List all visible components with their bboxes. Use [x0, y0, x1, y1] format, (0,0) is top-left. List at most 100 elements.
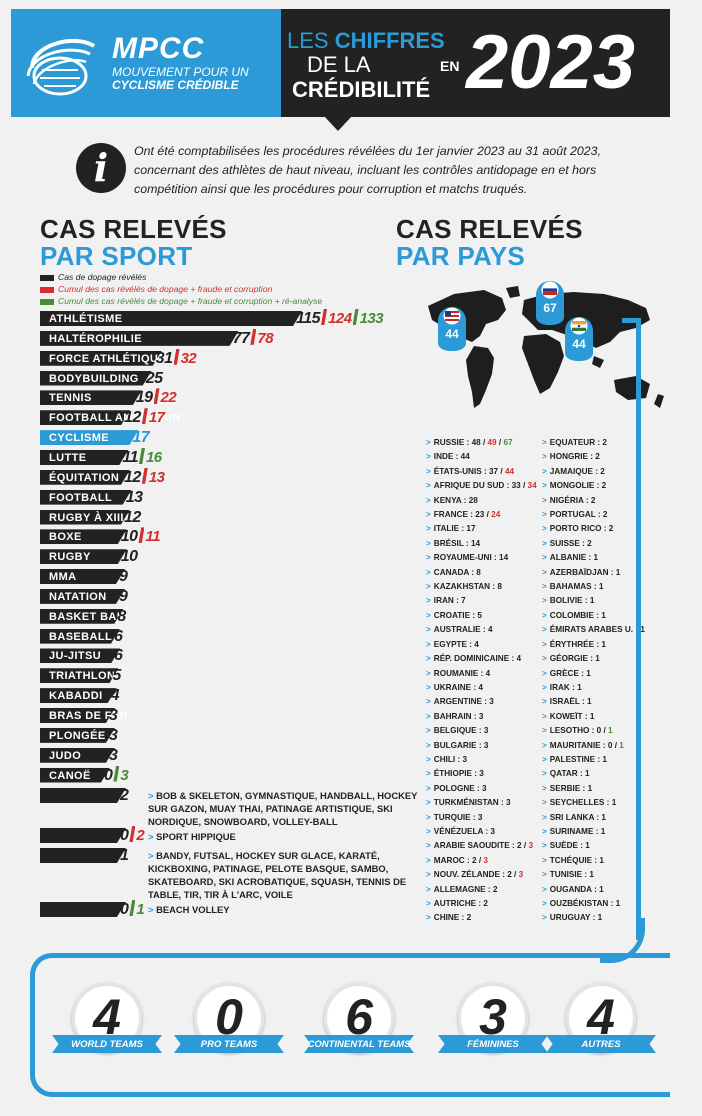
country-value-reanalysis: 67 — [503, 438, 513, 447]
arrow-icon: > — [542, 524, 547, 534]
divider-cap — [622, 318, 641, 323]
country-item: > ITALIE : 17 — [426, 522, 537, 536]
value-fraud: 17 — [148, 409, 165, 427]
country-value: 1 — [640, 625, 645, 635]
country-name: SUÈDE — [549, 841, 579, 851]
value-doping: 6 — [114, 627, 123, 645]
value-doping: 4 — [110, 687, 120, 705]
arrow-icon: > — [542, 826, 547, 836]
country-name: NOUV. ZÉLANDE — [433, 870, 500, 880]
country-item: > PALESTINE : 1 — [542, 753, 645, 767]
value-fraud: 13 — [148, 468, 165, 486]
country-name: ROYAUME-UNI — [433, 553, 492, 563]
bar-values: 17 — [132, 428, 149, 448]
arrow-icon: > — [426, 668, 431, 678]
arrow-icon: > — [542, 625, 547, 635]
country-item: > OUZBÉKISTAN : 1 — [542, 897, 645, 911]
colon-sep: : — [467, 510, 476, 520]
value-reanalysis: 133 — [359, 310, 384, 327]
team-label: FÉMININES — [467, 1039, 519, 1050]
country-name: FRANCE — [433, 510, 468, 520]
bar-label: BASEBALL — [49, 630, 113, 643]
bar-label: CANOË — [49, 769, 91, 782]
bar-values: 12 17 — [124, 408, 165, 428]
sport-title-line1: CAS RELEVÉS — [40, 214, 227, 244]
colon-sep: : — [588, 452, 596, 462]
country-name: MAURITANIE — [549, 740, 601, 750]
country-value: 1 — [589, 870, 594, 880]
bar — [40, 390, 142, 405]
arrow-icon: > — [426, 769, 431, 779]
team-badge: 4 AUTRES — [546, 983, 656, 1073]
colon-sep: : — [476, 740, 484, 750]
country-item: > CHINE : 2 — [426, 911, 537, 925]
bar — [40, 668, 118, 683]
country-value: 2 — [590, 495, 596, 505]
arrow-icon: > — [148, 904, 157, 915]
arrow-icon: > — [542, 654, 547, 664]
colon-sep: : — [498, 798, 506, 808]
bar-label: RUGBY À XIII — [49, 511, 124, 524]
colon-sep: : — [582, 596, 590, 606]
country-item: > CHILI : 3 — [426, 753, 537, 767]
value-doping: 0 — [104, 766, 113, 784]
legend-label: Cas de dopage révélés — [58, 272, 147, 282]
country-item: > MAROC : 2 / 3 — [426, 854, 537, 868]
colon-sep: : — [595, 438, 603, 447]
country-item: > RÉP. DOMINICAINE : 4 — [426, 652, 537, 666]
separator-red — [141, 408, 148, 425]
country-item: > PORTO RICO : 2 — [542, 522, 645, 536]
colon-sep: : — [590, 913, 598, 923]
country-item: > MAURITANIE : 0 / 1 — [542, 739, 645, 753]
title-year: 2023 — [466, 20, 636, 105]
arrow-icon: > — [426, 783, 431, 793]
country-value: 33 — [511, 481, 521, 491]
bar-values: 77 78 — [233, 328, 274, 349]
country-name: OUZBÉKISTAN — [549, 899, 609, 908]
bar-label: FOOTBALL AMÉRICAIN — [49, 412, 181, 425]
country-value: 4 — [474, 639, 479, 649]
bar — [40, 768, 110, 783]
bar-label: CYCLISME — [49, 432, 110, 445]
country-value: 1 — [599, 855, 604, 865]
arrow-icon: > — [426, 481, 431, 491]
map-pin: 44 — [565, 317, 593, 361]
slash-sep: / — [476, 855, 484, 865]
country-item: > CANADA : 8 — [426, 566, 537, 580]
colon-sep: : — [467, 639, 475, 649]
value-doping: 25 — [145, 369, 163, 387]
header-title-panel — [281, 9, 670, 117]
colon-sep: : — [608, 899, 616, 908]
value-fraud: 22 — [160, 389, 177, 407]
separator-green — [352, 309, 359, 325]
colon-sep: : — [455, 754, 463, 764]
country-name: AFRIQUE DU SUD — [433, 481, 505, 491]
colon-sep: : — [600, 740, 608, 750]
arrow-icon: > — [426, 711, 431, 721]
bar — [40, 589, 125, 604]
country-name: ARABIE SAOUDITE — [433, 841, 510, 851]
separator-green — [113, 765, 120, 782]
colon-sep: : — [476, 899, 484, 908]
separator-green — [138, 447, 145, 464]
bar-values: 3 — [109, 746, 118, 766]
title-line1: LES CHIFFRES — [287, 30, 445, 52]
country-name: CHILI — [433, 754, 456, 764]
country-name: GRÈCE — [549, 668, 579, 678]
country-value: 2 — [602, 510, 608, 520]
country-value: 1 — [584, 769, 590, 779]
title-en: EN — [440, 58, 460, 74]
colon-sep: : — [591, 582, 599, 592]
arrow-icon: > — [148, 850, 157, 861]
country-name: ARGENTINE — [433, 697, 483, 707]
team-ribbon — [52, 1035, 162, 1053]
country-value: 2 — [492, 884, 498, 894]
country-value-fraud: 24 — [491, 510, 501, 520]
bar-values: 10 11 — [121, 527, 161, 547]
arrow-icon: > — [426, 582, 431, 592]
legend-item: Cumul des cas révélés de dopage + fraude… — [40, 283, 322, 295]
country-value: 4 — [478, 682, 483, 692]
country-item: > AFRIQUE DU SUD : 33 / 34 — [426, 479, 537, 493]
slash-sep: / — [521, 841, 529, 851]
country-value: 5 — [477, 610, 482, 620]
